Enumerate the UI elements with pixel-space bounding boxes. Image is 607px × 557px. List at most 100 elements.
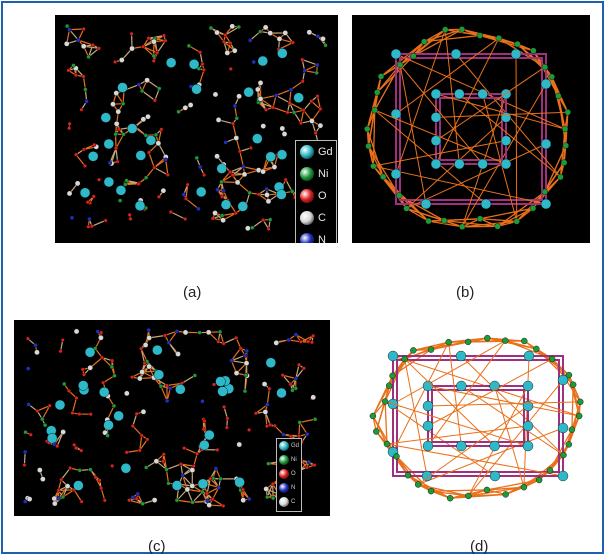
oxygen-atom: [221, 503, 226, 508]
nickel-atom: [197, 330, 202, 335]
oxygen-atom: [201, 67, 206, 72]
gadolinium-atom: [522, 380, 534, 392]
nickel-atom: [365, 142, 372, 150]
panel-c-crystal-structure: Gd Ni O N C: [14, 320, 330, 516]
legend-item: O: [296, 185, 336, 207]
gadolinium-atom: [79, 187, 91, 198]
bond: [37, 405, 50, 412]
oxygen-atom: [156, 194, 161, 199]
bond: [168, 330, 178, 343]
bond: [224, 26, 240, 36]
gadolinium-atom: [171, 480, 183, 491]
bond: [68, 29, 79, 41]
oxygen-atom: [86, 224, 91, 229]
oxygen-atom: [222, 404, 227, 409]
nitrogen-atom: [135, 491, 140, 497]
cage-edge: [516, 207, 534, 222]
bond: [275, 89, 292, 97]
oxygen-atom: [146, 36, 151, 41]
oxygen-atom: [313, 130, 318, 135]
gadolinium-atom: [243, 86, 254, 98]
cage-edge: [417, 427, 564, 485]
oxygen-atom: [267, 386, 272, 391]
bond: [100, 487, 106, 501]
nickel-atom: [502, 337, 509, 344]
nitrogen-atom: [288, 87, 294, 92]
inner-frame: [435, 93, 507, 165]
gadolinium-atom: [127, 123, 138, 134]
nickel-atom: [236, 24, 242, 30]
cage-edge: [557, 95, 567, 146]
bond: [132, 413, 138, 427]
carbon-atom: [306, 29, 313, 36]
oxygen-atom: [73, 446, 78, 451]
oxygen-atom: [270, 481, 275, 486]
nickel-atom: [151, 53, 156, 59]
carbon-atom: [273, 340, 280, 346]
carbon-atom: [281, 131, 288, 137]
cage-edge: [384, 401, 496, 477]
oxygen-atom: [309, 340, 314, 345]
oxygen-atom: [70, 411, 75, 416]
nitrogen-atom: [221, 188, 226, 194]
nickel-atom: [421, 38, 428, 45]
legend-item: C: [296, 207, 336, 229]
cage-edge: [395, 29, 446, 175]
oxygen-atom: [139, 433, 144, 438]
legend-label: C: [318, 212, 326, 224]
oxygen-atom: [208, 476, 213, 481]
carbon-atom: [262, 24, 269, 31]
cage-edge: [435, 66, 546, 142]
oxygen-atom: [228, 41, 233, 46]
nitrogen-atom: [247, 38, 253, 43]
gadolinium-atom: [120, 463, 132, 474]
gadolinium-atom: [421, 470, 433, 482]
nickel-atom: [476, 32, 484, 39]
nickel-atom: [140, 501, 145, 506]
nickel-atom: [243, 372, 249, 378]
oxygen-atom: [234, 335, 239, 340]
nitrogen-atom: [196, 206, 201, 211]
oxygen-atom: [100, 355, 105, 360]
oxygen-atom: [137, 448, 142, 453]
bond: [300, 335, 314, 343]
nitrogen-atom: [305, 432, 310, 437]
nitrogen-atom: [264, 186, 269, 192]
cage-edge: [404, 358, 428, 477]
oxygen-atom: [25, 336, 30, 341]
carbon-atom: [260, 168, 266, 175]
cage-edge: [479, 207, 534, 220]
legend-item: Ni: [296, 163, 336, 185]
cage-edge: [461, 83, 547, 228]
nickel-atom: [514, 40, 521, 48]
nickel-atom: [217, 329, 223, 335]
nickel-atom: [502, 491, 509, 498]
carbon-atom: [151, 38, 157, 45]
nickel-atom: [385, 382, 393, 389]
legend-label: C: [291, 499, 296, 505]
carbon-atom: [63, 41, 70, 47]
gadolinium-atom: [430, 88, 442, 100]
nickel-atom: [143, 133, 149, 138]
carbon-atom: [37, 467, 43, 473]
nickel-atom: [465, 492, 472, 500]
cage-edge: [373, 140, 507, 167]
bond: [255, 404, 268, 414]
oxygen-atom: [72, 442, 77, 447]
oxygen-atom: [300, 57, 305, 62]
oxygen-atom: [66, 388, 71, 393]
oxygen-atom: [55, 444, 60, 449]
nickel-atom: [565, 371, 573, 379]
gadolinium-atom: [455, 350, 467, 362]
nickel-atom: [533, 345, 540, 353]
oxygen-atom: [227, 170, 232, 175]
gadolinium-atom: [175, 384, 186, 395]
bond: [91, 219, 106, 227]
oxygen-atom: [22, 463, 27, 468]
nickel-atom: [42, 422, 48, 428]
nickel-atom: [393, 453, 400, 460]
carbon-atom: [255, 86, 261, 93]
legend-item: C: [277, 495, 301, 509]
bond: [298, 422, 301, 437]
carbon-atom: [189, 483, 196, 489]
